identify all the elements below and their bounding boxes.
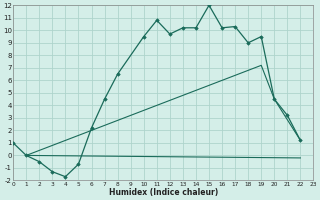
X-axis label: Humidex (Indice chaleur): Humidex (Indice chaleur) xyxy=(109,188,218,197)
